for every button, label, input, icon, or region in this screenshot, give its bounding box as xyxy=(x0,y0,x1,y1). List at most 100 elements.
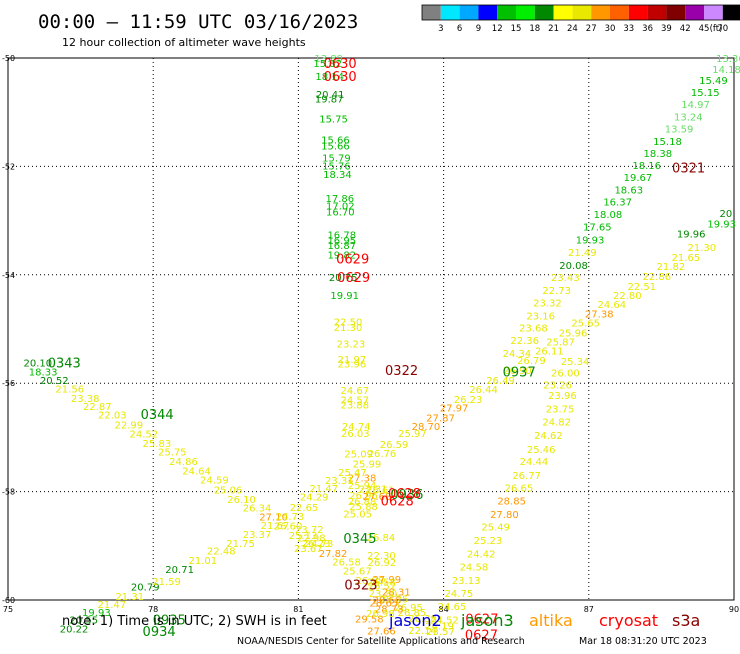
colorbar-swatch xyxy=(459,5,479,20)
x-tick-label: 81 xyxy=(293,605,303,614)
wave-height-label: 25.13 xyxy=(289,531,318,542)
wave-height-label: 21.47 xyxy=(310,484,339,495)
colorbar-border xyxy=(421,4,740,21)
wave-height-label: 22.73 xyxy=(542,286,571,297)
wave-height-label: 22.30 xyxy=(367,551,396,562)
wave-height-label: 14.18 xyxy=(712,65,740,76)
wave-height-label: 26.77 xyxy=(512,471,541,482)
wave-height-label: 17.02 xyxy=(326,201,355,212)
colorbar-swatch xyxy=(722,5,740,20)
y-tick-label: -58 xyxy=(2,488,15,497)
wave-height-label: 25.47 xyxy=(338,468,367,479)
pass-time-label: 0936 xyxy=(390,488,423,503)
wave-height-label: 26.85 xyxy=(398,608,427,619)
wave-height-label: 27.38 xyxy=(348,474,377,485)
wave-height-label: 26.59 xyxy=(380,440,409,451)
legend-cryosat: cryosat xyxy=(599,611,658,630)
wave-height-label: 25.99 xyxy=(353,459,382,470)
wave-height-label: 28.73 xyxy=(375,605,404,616)
wave-height-label: 24.29 xyxy=(300,492,329,503)
wave-height-label: 26.61 xyxy=(366,485,395,496)
wave-height-label: 25.09 xyxy=(344,450,373,461)
wave-height-label: 20.52 xyxy=(40,376,69,387)
wave-height-label: 23.37 xyxy=(243,530,272,541)
wave-height-label: 26.52 xyxy=(368,581,397,592)
wave-height-label: 20.79 xyxy=(131,582,160,593)
wave-height-label: 25.88 xyxy=(349,502,378,513)
wave-height-label: 29.58 xyxy=(355,614,384,625)
wave-height-label: 26.60 xyxy=(274,522,303,533)
colorbar-label: 18 xyxy=(529,24,540,34)
wave-height-label: 23.88 xyxy=(341,400,370,411)
wave-height-label: 26.23 xyxy=(302,539,331,550)
x-tick-labels: 75 78 81 84 87 90 xyxy=(3,605,739,614)
wave-height-label: 24.57 xyxy=(341,395,370,406)
colorbar-swatch xyxy=(685,5,704,20)
wave-height-label: 20 xyxy=(719,209,732,220)
legend-altika: altika xyxy=(529,611,573,630)
wave-height-label: 20.10 xyxy=(23,359,52,370)
colorbar-swatch xyxy=(516,5,535,20)
wave-height-label: 21.30 xyxy=(688,243,717,254)
pass-time-label: 0630 xyxy=(324,57,357,72)
chart-subtitle: 12 hour collection of altimeter wave hei… xyxy=(62,36,306,49)
wave-height-label: 22.36 xyxy=(510,336,539,347)
colorbar-swatch xyxy=(553,5,573,20)
wave-height-label: 27.82 xyxy=(319,549,348,560)
colorbar-label: 36 xyxy=(642,24,653,34)
wave-height-label: 16.78 xyxy=(327,231,356,242)
wave-height-label: 22.50 xyxy=(334,317,363,328)
wave-height-label: 15.76 xyxy=(322,161,351,172)
pass-time-label: 0934 xyxy=(143,625,176,640)
wave-height-label: 25.49 xyxy=(481,522,510,533)
footer-credit: NOAA/NESDIS Center for Satellite Applica… xyxy=(237,636,525,647)
wave-height-label: 18.14 xyxy=(315,72,344,83)
wave-height-label: 20.08 xyxy=(559,261,588,272)
wave-height-label: 22.99 xyxy=(114,420,143,431)
wave-height-label: 22.51 xyxy=(628,282,657,293)
wave-height-label: 16.95 xyxy=(327,236,356,247)
wave-height-label: 25.06 xyxy=(214,485,243,496)
wave-height-label: 23.75 xyxy=(546,405,575,416)
colorbar: 3 6 9 12 15 18 21 24 27 30 33 36 39 42 45 70(ft) xyxy=(421,4,740,34)
wave-height-label: 21.67 xyxy=(261,521,290,532)
wave-height-label: 25.96 xyxy=(559,328,588,339)
legend-s3a: s3a xyxy=(672,611,700,630)
wave-height-label: 15.66 xyxy=(321,141,350,152)
wave-height-label: 25.94 xyxy=(348,481,377,492)
wave-height-label: 22.48 xyxy=(207,547,236,558)
wave-height-label: 26.95 xyxy=(394,603,423,614)
y-tick-labels: -50 -52 -54 -56 -58 -60 xyxy=(2,54,15,605)
colorbar-swatch xyxy=(647,5,667,20)
wave-height-label: 26.92 xyxy=(368,558,397,569)
wave-height-label: 18.34 xyxy=(323,170,352,181)
wave-height-label: 21.31 xyxy=(115,592,144,603)
legend-jason3: jason3 xyxy=(460,611,514,630)
colorbar-label: 6 xyxy=(457,24,462,34)
y-tick-label: -52 xyxy=(2,162,15,171)
colorbar-label: 30 xyxy=(605,24,616,34)
wave-height-label: 17.86 xyxy=(326,194,355,205)
wave-height-label: 21.30 xyxy=(334,323,363,334)
wave-height-label: 23.57 xyxy=(426,627,455,638)
wave-height-label: 21.82 xyxy=(657,262,686,273)
wave-height-label: 27.66 xyxy=(367,626,396,637)
wave-height-label: 24.44 xyxy=(520,457,549,468)
wave-height-label: 27.99 xyxy=(372,575,401,586)
wave-height-label: 25.65 xyxy=(571,318,600,329)
satellite-legend: jason2 jason3 altika cryosat s3a xyxy=(388,611,700,630)
wave-height-label: 21.01 xyxy=(189,556,218,567)
colorbar-label: 12 xyxy=(492,24,503,34)
colorbar-swatch xyxy=(478,5,498,20)
x-tick-label: 87 xyxy=(584,605,594,614)
wave-height-label: 22.86 xyxy=(643,272,672,283)
colorbar-label: 21 xyxy=(548,24,559,34)
wave-height-label: 26.58 xyxy=(332,558,361,569)
wave-height-label: 24.42 xyxy=(467,549,496,560)
wave-height-label: 24.74 xyxy=(342,422,371,433)
wave-height-label: 22.31 xyxy=(359,484,388,495)
wave-height-label: 27.68 xyxy=(363,492,392,503)
x-tick-label: 78 xyxy=(148,605,158,614)
wave-height-label: 23.13 xyxy=(452,576,481,587)
y-tick-label: -56 xyxy=(2,379,15,388)
